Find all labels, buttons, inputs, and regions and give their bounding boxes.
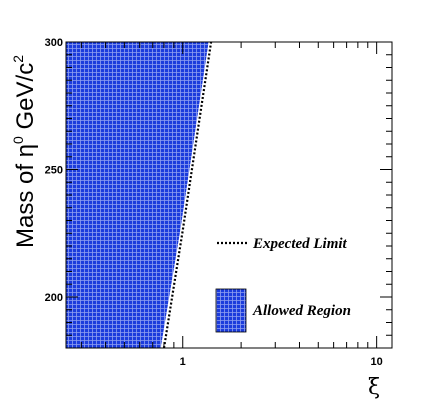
legend-expected-limit-label: Expected Limit: [252, 236, 348, 252]
legend: Expected Limit Allowed Region: [215, 236, 351, 333]
y-axis: 200 250 300: [45, 37, 392, 349]
y-tick-label: 300: [45, 37, 63, 49]
expected-limit-line: [162, 41, 213, 349]
legend-allowed-region-label: Allowed Region: [252, 303, 351, 319]
allowed-region-fill: [66, 42, 209, 348]
y-tick-label: 200: [45, 292, 63, 304]
x-tick-label: 1: [180, 356, 186, 368]
x-tick-label: 10: [371, 356, 383, 368]
x-axis: 1 10: [80, 42, 383, 368]
y-tick-label: 250: [45, 165, 63, 177]
legend-allowed-region-swatch: [215, 288, 247, 333]
x-axis-title: ξ: [368, 375, 380, 400]
y-axis-title: Mass of η0 GeV/c2: [10, 55, 39, 248]
